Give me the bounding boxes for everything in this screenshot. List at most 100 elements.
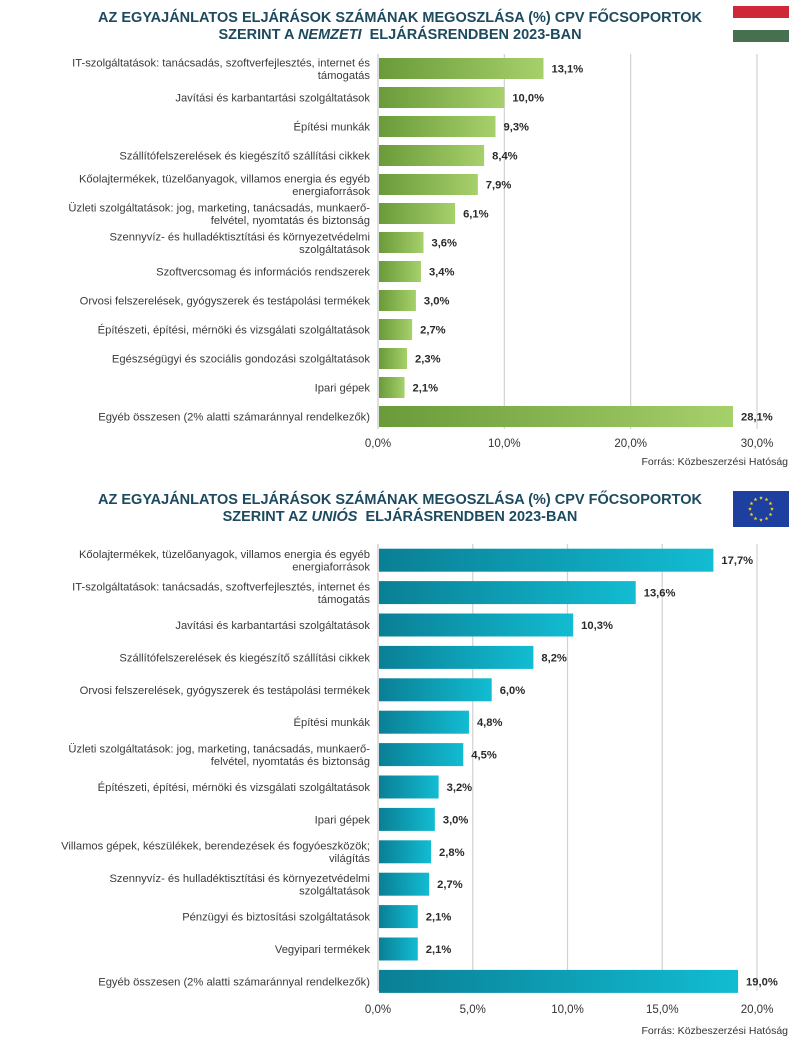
chart-title: AZ EGYAJÁNLATOS ELJÁRÁSOK SZÁMÁNAK MEGOS…: [70, 492, 730, 526]
category-label-line: világítás: [329, 853, 370, 865]
category-label-line: Építészeti, építési, mérnöki és vizsgála…: [98, 324, 371, 337]
bar: [379, 203, 456, 224]
title-part: SZERINT AZ: [222, 509, 312, 525]
data-label: 8,4%: [492, 151, 518, 163]
x-tick-label: 15,0%: [646, 1004, 679, 1016]
data-label: 13,6%: [644, 588, 676, 600]
category-label-line: Üzleti szolgáltatások: jog, marketing, t…: [68, 202, 370, 214]
category-label: Szállítófelszerelések és kiegészítő szál…: [119, 652, 370, 664]
chart-title: AZ EGYAJÁNLATOS ELJÁRÁSOK SZÁMÁNAK MEGOS…: [70, 10, 730, 44]
title-part: SZERINT A: [218, 27, 298, 43]
star-icon: [753, 516, 758, 521]
x-tick-label: 20,0%: [614, 438, 647, 450]
star-icon: [749, 512, 754, 517]
bar: [379, 58, 544, 79]
category-label-line: Szennyvíz- és hulladéktisztítási és körn…: [109, 873, 370, 885]
category-label-line: Szállítófelszerelések és kiegészítő szál…: [119, 151, 370, 163]
category-label: Egyéb összesen (2% alatti számaránnyal r…: [98, 976, 370, 988]
data-label: 6,0%: [500, 685, 526, 697]
data-label: 4,5%: [471, 750, 497, 762]
category-label: Építési munkák: [294, 121, 371, 134]
x-tick-label: 0,0%: [365, 1004, 391, 1016]
category-label: Egészségügyi és szociális gondozási szol…: [112, 354, 370, 366]
category-label: IT-szolgáltatások: tanácsadás, szoftverf…: [72, 57, 370, 82]
bar-chart-eu: 17,7% Kőolajtermékek, tüzelőanyagok, vill…: [61, 544, 778, 1016]
category-label: Vegyipari termékek: [275, 944, 371, 956]
data-label: 9,3%: [503, 122, 529, 134]
category-label: Építészeti, építési, mérnöki és vizsgála…: [98, 781, 371, 794]
bar: [379, 548, 714, 572]
bar: [379, 678, 492, 702]
data-label: 2,1%: [413, 383, 439, 395]
category-label: Szoftvercsomag és információs rendszerek: [156, 267, 370, 279]
bar: [379, 348, 408, 369]
category-label: Javítási és karbantartási szolgáltatások: [175, 93, 370, 105]
category-label-line: Szoftvercsomag és információs rendszerek: [156, 267, 370, 279]
category-label-line: Javítási és karbantartási szolgáltatások: [175, 620, 370, 632]
bar: [379, 872, 430, 896]
category-label-line: Szállítófelszerelések és kiegészítő szál…: [119, 652, 370, 664]
x-tick-label: 30,0%: [741, 438, 774, 450]
category-label: Kőolajtermékek, tüzelőanyagok, villamos …: [79, 173, 370, 198]
category-label: Üzleti szolgáltatások: jog, marketing, t…: [68, 743, 370, 768]
category-label: Javítási és karbantartási szolgáltatások: [175, 620, 370, 632]
category-label-line: támogatás: [318, 70, 371, 82]
data-label: 3,4%: [429, 267, 455, 279]
category-label: Ipari gépek: [315, 814, 371, 826]
star-icon: [770, 507, 774, 511]
eu-flag-icon: [733, 491, 789, 527]
category-label: Villamos gépek, készülékek, berendezések…: [61, 841, 370, 866]
bar: [379, 937, 418, 961]
x-tick-label: 5,0%: [460, 1004, 486, 1016]
data-label: 28,1%: [741, 412, 773, 424]
chart-panel-national: AZ EGYAJÁNLATOS ELJÁRÁSOK SZÁMÁNAK MEGOS…: [0, 0, 800, 475]
data-label: 8,2%: [541, 652, 567, 664]
source-note: Forrás: Közbeszerzési Hatóság: [641, 1025, 788, 1037]
bar: [379, 807, 435, 831]
category-label: Szennyvíz- és hulladéktisztítási és körn…: [109, 873, 370, 898]
category-label-line: energiaforrások: [292, 186, 370, 198]
bar: [379, 87, 505, 108]
data-label: 17,7%: [721, 555, 753, 567]
bar: [379, 581, 636, 605]
bar: [379, 261, 421, 282]
category-label: Orvosi felszerelések, gyógyszerek és tes…: [80, 685, 371, 697]
category-label-line: támogatás: [318, 594, 371, 606]
category-label-line: szolgáltatások: [299, 244, 370, 256]
data-label: 2,1%: [426, 912, 452, 924]
bar: [379, 613, 574, 637]
bar-chart-national: 13,1% IT-szolgáltatások: tanácsadás, szof…: [68, 54, 774, 450]
category-label-line: Villamos gépek, készülékek, berendezések…: [61, 841, 370, 853]
bar: [379, 969, 739, 993]
star-icon: [759, 518, 763, 522]
data-label: 13,1%: [551, 64, 583, 76]
bar: [379, 645, 534, 669]
star-icon: [759, 496, 763, 500]
bar: [379, 743, 464, 767]
data-label: 2,8%: [439, 847, 465, 859]
bar: [379, 290, 416, 311]
title-part: ELJÁRÁSRENDBEN 2023-BAN: [357, 509, 578, 525]
category-label-line: energiaforrások: [292, 561, 370, 573]
star-icon: [748, 507, 752, 511]
category-label-line: Kőolajtermékek, tüzelőanyagok, villamos …: [79, 549, 370, 561]
hungary-flag-icon: [733, 6, 789, 42]
data-label: 2,7%: [437, 879, 463, 891]
category-label-line: szolgáltatások: [299, 885, 370, 897]
bar: [379, 905, 418, 929]
x-tick-label: 10,0%: [551, 1004, 584, 1016]
data-label: 3,0%: [424, 296, 450, 308]
bar: [379, 775, 439, 799]
title-emphasis: UNIÓS: [311, 509, 358, 525]
x-tick-label: 10,0%: [488, 438, 521, 450]
data-label: 10,3%: [581, 620, 613, 632]
data-label: 7,9%: [486, 180, 512, 192]
category-label: Pénzügyi és biztosítási szolgáltatások: [182, 912, 370, 924]
category-label-line: Egészségügyi és szociális gondozási szol…: [112, 354, 370, 366]
data-label: 3,6%: [431, 238, 457, 250]
category-label: Üzleti szolgáltatások: jog, marketing, t…: [68, 202, 370, 227]
chart-title-line2: SZERINT AZ UNIÓS ELJÁRÁSRENDBEN 2023-BAN: [70, 509, 730, 526]
category-label-line: Építési munkák: [294, 121, 371, 134]
chart-panel-eu: AZ EGYAJÁNLATOS ELJÁRÁSOK SZÁMÁNAK MEGOS…: [0, 486, 800, 1049]
category-label-line: felvétel, nyomtatás és biztonság: [211, 756, 370, 768]
